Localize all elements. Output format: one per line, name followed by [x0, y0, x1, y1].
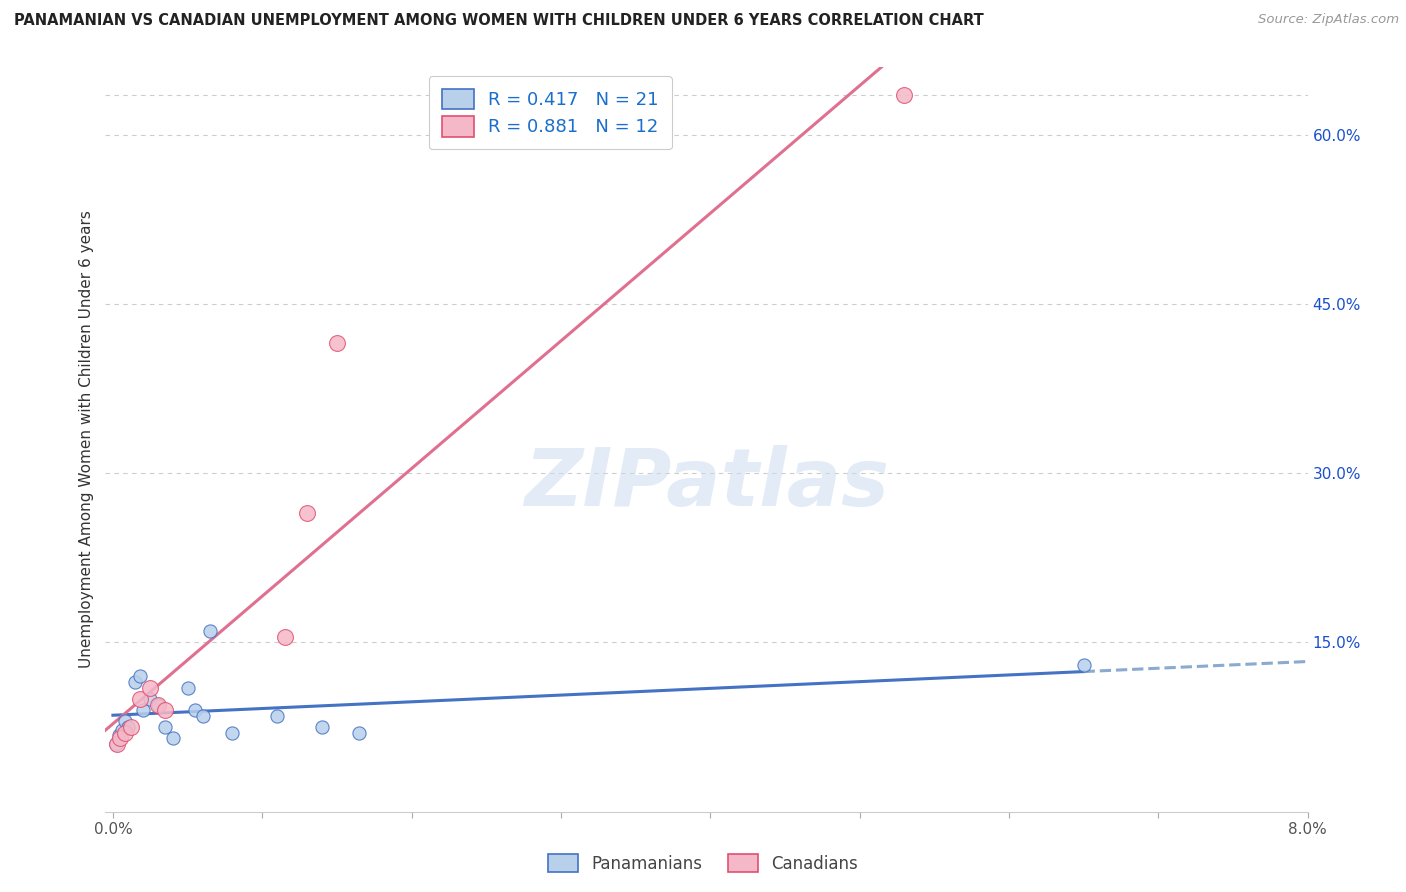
Point [191, 708, 214, 723]
Point [114, 725, 136, 739]
Point [221, 725, 243, 739]
Point [128, 691, 150, 706]
Point [326, 336, 349, 351]
Text: PANAMANIAN VS CANADIAN UNEMPLOYMENT AMONG WOMEN WITH CHILDREN UNDER 6 YEARS CORR: PANAMANIAN VS CANADIAN UNEMPLOYMENT AMON… [14, 13, 984, 29]
Point [114, 714, 136, 729]
Point [162, 731, 184, 746]
Point [128, 669, 150, 683]
Point [273, 630, 295, 644]
Text: ZIPatlas: ZIPatlas [524, 445, 889, 523]
Point [120, 720, 142, 734]
Legend: R = 0.417   N = 21, R = 0.881   N = 12: R = 0.417 N = 21, R = 0.881 N = 12 [429, 76, 672, 149]
Point [110, 731, 132, 746]
Point [295, 506, 318, 520]
Legend: Panamanians, Canadians: Panamanians, Canadians [541, 847, 865, 880]
Point [1073, 658, 1095, 673]
Point [111, 723, 134, 738]
Y-axis label: Unemployment Among Women with Children Under 6 years: Unemployment Among Women with Children U… [79, 211, 94, 668]
Point [104, 737, 127, 751]
Point [146, 698, 169, 712]
Point [198, 624, 221, 639]
Point [893, 88, 915, 103]
Point [117, 720, 139, 734]
Point [176, 681, 198, 695]
Point [266, 708, 288, 723]
Point [105, 737, 128, 751]
Point [139, 691, 162, 706]
Point [153, 703, 176, 717]
Point [184, 703, 207, 717]
Text: Source: ZipAtlas.com: Source: ZipAtlas.com [1258, 13, 1399, 27]
Point [349, 725, 371, 739]
Point [146, 698, 169, 712]
Point [132, 703, 155, 717]
Point [124, 675, 146, 690]
Point [139, 681, 162, 695]
Point [311, 720, 333, 734]
Point [108, 728, 131, 742]
Point [153, 720, 176, 734]
